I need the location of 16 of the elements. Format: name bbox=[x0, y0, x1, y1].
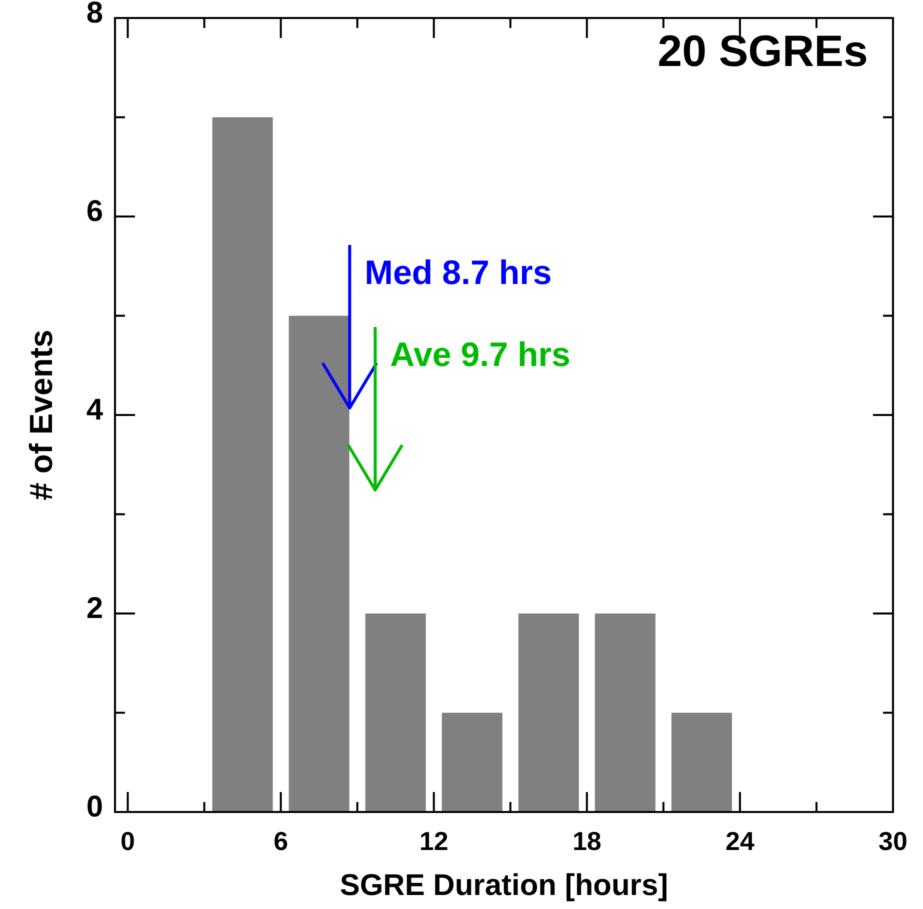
y-tick-label: 6 bbox=[86, 195, 103, 228]
ref-line-label: Med 8.7 hrs bbox=[364, 254, 552, 292]
x-tick-label: 18 bbox=[572, 826, 602, 856]
y-tick-label: 4 bbox=[86, 394, 104, 426]
x-axis-title: SGRE Duration [hours] bbox=[340, 869, 668, 902]
x-tick-label: 6 bbox=[274, 826, 288, 856]
y-tick-label: 8 bbox=[86, 0, 103, 30]
x-tick-label: 12 bbox=[419, 826, 448, 856]
annotation: 20 SGREs bbox=[658, 27, 868, 76]
y-tick-label: 2 bbox=[86, 592, 103, 625]
ref-line-label: Ave 9.7 hrs bbox=[390, 336, 570, 374]
x-tick-label: 0 bbox=[120, 826, 135, 856]
x-tick-label: 24 bbox=[725, 826, 755, 856]
y-axis-title: # of Events bbox=[23, 330, 59, 500]
x-tick-label: 30 bbox=[878, 826, 908, 856]
y-tick-label: 0 bbox=[86, 790, 103, 824]
